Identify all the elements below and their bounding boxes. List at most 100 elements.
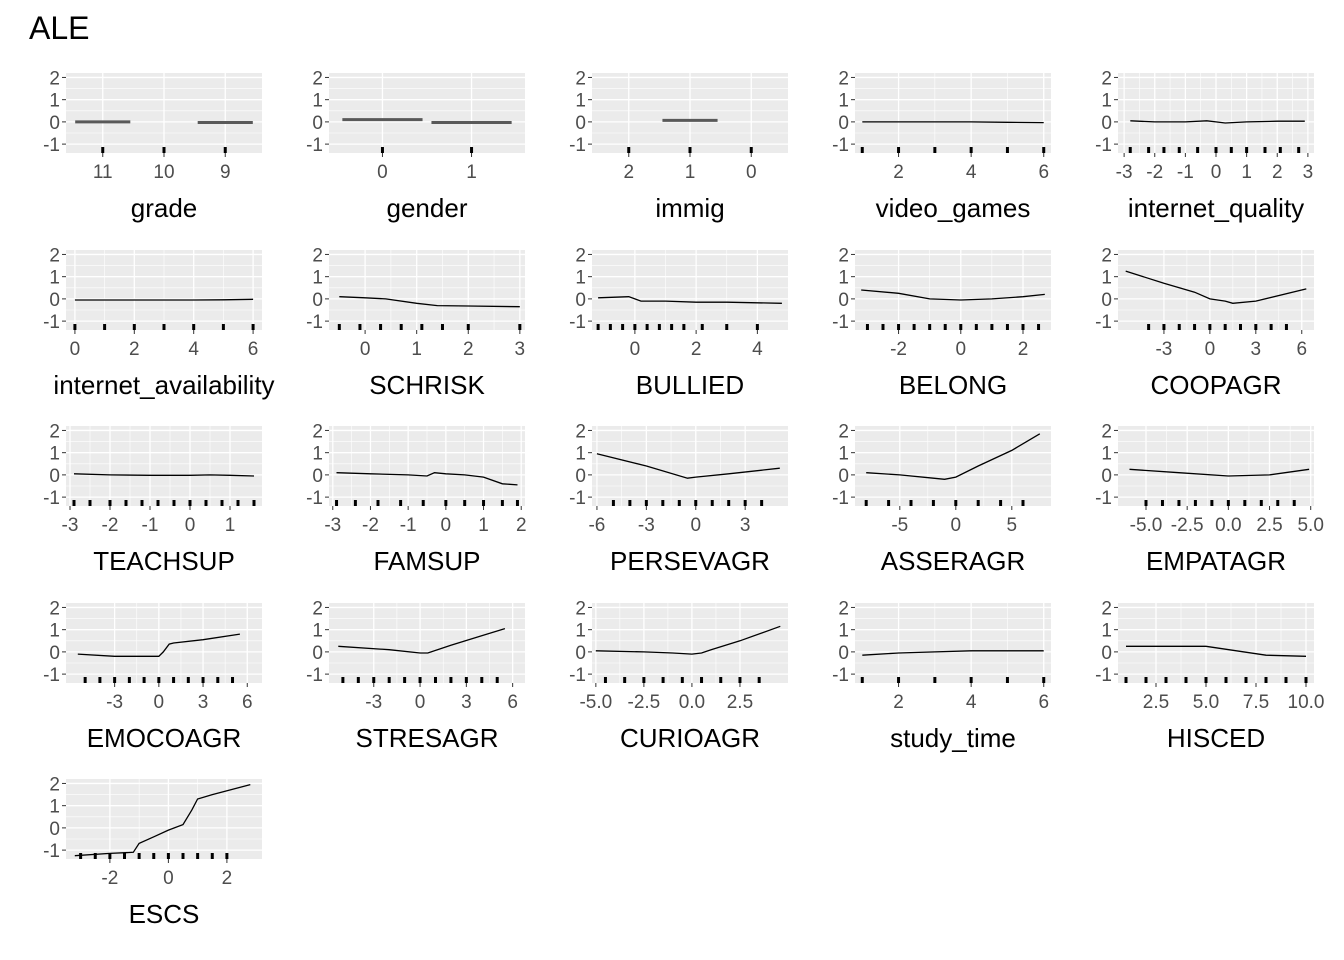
x-axis-title: study_time — [890, 723, 1016, 753]
y-tick-label: 0 — [1101, 290, 1112, 311]
x-tick-label: 6 — [507, 692, 518, 713]
x-tick-label: 5 — [1007, 515, 1018, 536]
x-tick-label: 1 — [685, 162, 696, 183]
y-tick-label: 2 — [838, 421, 849, 442]
x-axis-title: gender — [387, 193, 468, 223]
x-tick-label: 2 — [691, 339, 702, 360]
y-tick-label: 2 — [575, 421, 586, 442]
x-tick-label: -5.0 — [1130, 515, 1163, 536]
y-tick-label: 0 — [1101, 113, 1112, 134]
panel-background — [66, 779, 262, 859]
y-tick-label: 2 — [1101, 68, 1112, 89]
y-tick-label: 1 — [838, 621, 849, 642]
ale-line — [339, 296, 520, 308]
y-tick-label: 1 — [49, 621, 60, 642]
y-tick-label: 0 — [1101, 643, 1112, 664]
x-tick-label: 0 — [1211, 162, 1222, 183]
x-tick-label: 0 — [377, 162, 388, 183]
x-axis-title: TEACHSUP — [93, 546, 235, 576]
x-tick-label: 0 — [70, 339, 81, 360]
x-tick-label: -3 — [62, 515, 79, 536]
y-tick-label: 2 — [575, 68, 586, 89]
x-tick-label: 1 — [478, 515, 489, 536]
y-tick-label: 2 — [312, 421, 323, 442]
panel-background — [329, 603, 525, 683]
y-tick-label: 0 — [49, 113, 60, 134]
y-tick-label: 2 — [49, 598, 60, 619]
panel-background — [592, 426, 788, 506]
ale-line — [336, 472, 518, 486]
x-tick-label: 0 — [360, 339, 371, 360]
x-axis-title: ASSERAGR — [881, 546, 1026, 576]
x-tick-label: 2.5 — [1143, 692, 1169, 713]
y-tick-label: -1 — [306, 312, 323, 333]
ale-line — [861, 289, 1045, 301]
x-tick-label: 0 — [951, 515, 962, 536]
x-tick-label: 0.0 — [679, 692, 705, 713]
x-tick-label: 2 — [1272, 162, 1283, 183]
x-tick-label: -2.5 — [1171, 515, 1204, 536]
x-tick-label: -2 — [890, 339, 907, 360]
x-tick-label: 2 — [893, 162, 904, 183]
y-tick-label: 1 — [1101, 91, 1112, 112]
x-tick-label: -2 — [362, 515, 379, 536]
x-tick-label: -6 — [588, 515, 605, 536]
x-axis-title: FAMSUP — [374, 546, 481, 576]
x-tick-label: 9 — [220, 162, 231, 183]
y-tick-label: 1 — [49, 797, 60, 818]
y-tick-label: 2 — [312, 68, 323, 89]
ale-line — [1129, 468, 1310, 477]
y-tick-label: 2 — [49, 774, 60, 795]
x-tick-label: 0 — [185, 515, 196, 536]
y-tick-label: 1 — [838, 268, 849, 289]
x-tick-label: 0 — [746, 162, 757, 183]
y-tick-label: -1 — [832, 135, 849, 156]
x-tick-label: 2 — [516, 515, 527, 536]
x-tick-label: -2 — [102, 515, 119, 536]
x-tick-label: 11 — [93, 162, 113, 183]
x-tick-label: 6 — [1038, 162, 1049, 183]
x-tick-label: -2 — [1146, 162, 1163, 183]
ale-line — [1130, 120, 1305, 124]
y-tick-label: -1 — [43, 841, 60, 862]
y-tick-label: 1 — [838, 91, 849, 112]
x-tick-label: 2 — [129, 339, 140, 360]
x-tick-label: 6 — [1038, 692, 1049, 713]
y-tick-label: 2 — [1101, 421, 1112, 442]
y-tick-label: 1 — [49, 444, 60, 465]
x-tick-label: 3 — [740, 515, 751, 536]
x-axis-title: BELONG — [899, 370, 1007, 400]
x-tick-label: -1 — [142, 515, 159, 536]
x-tick-label: 5.0 — [1193, 692, 1219, 713]
x-tick-label: 2 — [893, 692, 904, 713]
y-tick-label: -1 — [1095, 312, 1112, 333]
x-tick-label: -5.0 — [579, 692, 612, 713]
x-tick-label: 3 — [1251, 339, 1262, 360]
x-axis-title: EMOCOAGR — [87, 723, 242, 753]
x-axis-title: ESCS — [129, 899, 200, 929]
y-tick-label: 0 — [575, 290, 586, 311]
x-tick-label: 4 — [188, 339, 199, 360]
x-axis-title: BULLIED — [636, 370, 744, 400]
y-tick-label: 0 — [312, 290, 323, 311]
x-tick-label: 0 — [955, 339, 966, 360]
y-tick-label: 2 — [49, 68, 60, 89]
y-tick-label: 2 — [838, 598, 849, 619]
ale-line — [598, 296, 782, 304]
x-tick-label: 1 — [1241, 162, 1252, 183]
panel-background — [329, 73, 525, 153]
ale-line — [77, 633, 240, 657]
y-tick-label: 1 — [575, 268, 586, 289]
x-axis-title: STRESAGR — [355, 723, 498, 753]
x-tick-label: 0.0 — [1215, 515, 1241, 536]
x-tick-label: 2 — [1018, 339, 1029, 360]
y-tick-label: -1 — [1095, 665, 1112, 686]
panel-background — [592, 603, 788, 683]
y-tick-label: 0 — [312, 113, 323, 134]
